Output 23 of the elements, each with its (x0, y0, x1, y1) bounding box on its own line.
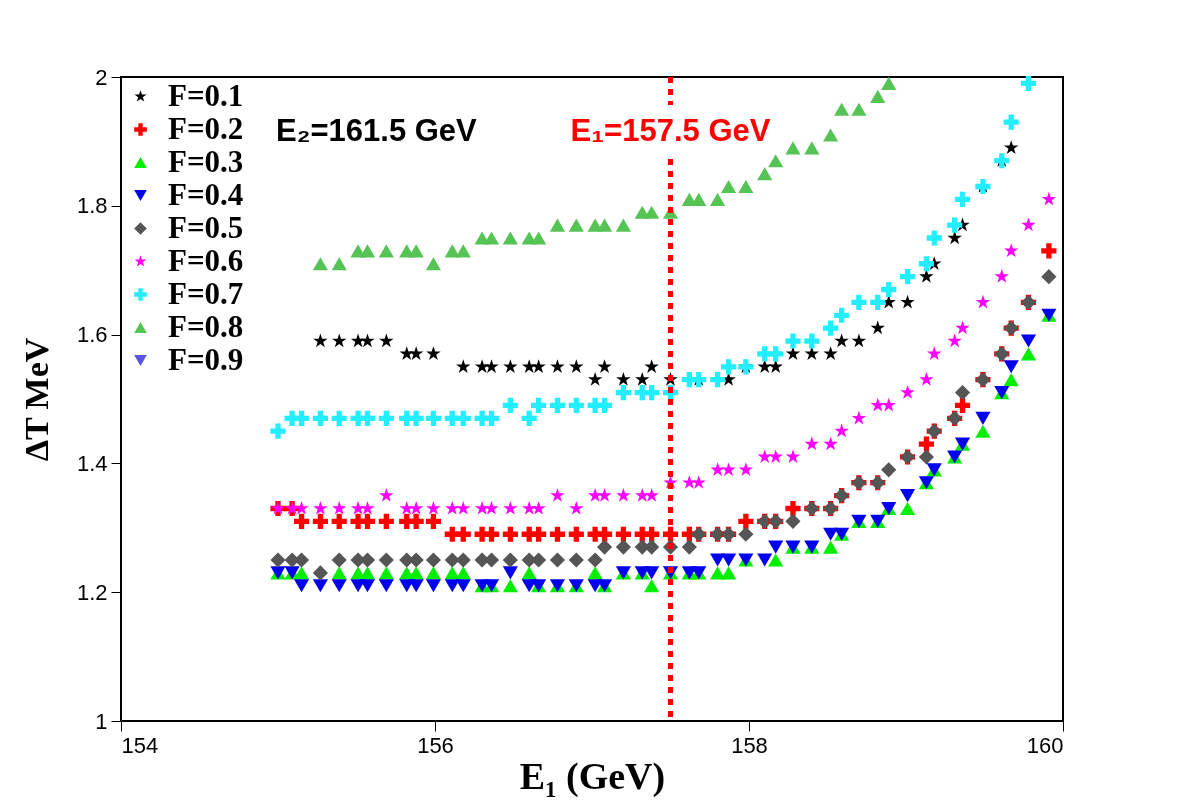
y-axis-title: ΔT MeV (17, 337, 55, 462)
y-tick-label: 1.8 (76, 193, 108, 219)
y-tick-label: 1.2 (76, 579, 108, 605)
annotation: E₂=161.5 GeV (276, 113, 478, 148)
x-tick-label: 158 (731, 732, 768, 758)
x-tick-label: 156 (417, 732, 454, 758)
y-tick-label: 1.4 (76, 450, 108, 476)
y-tick-label: 1.6 (76, 322, 108, 348)
y-tick-label: 2 (95, 64, 108, 90)
legend-label: F=0.6 (168, 242, 244, 278)
legend-label: F=0.8 (168, 308, 244, 344)
legend-label: F=0.3 (168, 143, 244, 179)
legend-label: F=0.1 (168, 77, 244, 113)
legend-label: F=0.7 (168, 275, 244, 311)
x-tick-label: 154 (121, 732, 159, 758)
x-axis-title: E₁ (GeV) (519, 754, 666, 798)
ref-line-label: E₁=157.5 GeV (570, 113, 771, 148)
x-tick-label: 160 (1026, 732, 1064, 758)
legend-label: F=0.5 (168, 209, 244, 245)
y-tick-label: 1 (95, 708, 108, 734)
legend-label: F=0.4 (168, 176, 244, 212)
legend-label: F=0.2 (168, 110, 244, 146)
legend-label: F=0.9 (168, 341, 244, 377)
